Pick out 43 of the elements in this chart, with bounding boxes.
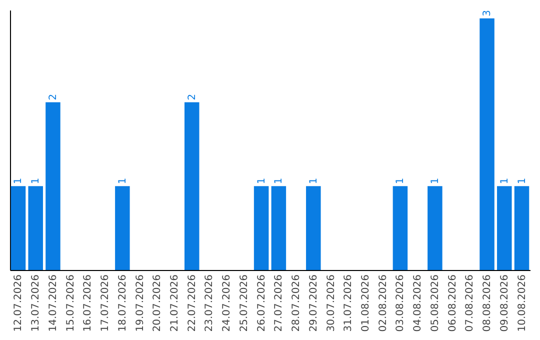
data-label: 1 — [516, 178, 528, 184]
x-tick-label: 13.07.2026 — [30, 274, 42, 332]
x-tick-label: 26.07.2026 — [256, 274, 268, 332]
x-tick-label: 06.08.2026 — [447, 274, 458, 332]
data-label: 1 — [274, 178, 285, 184]
x-tick-label: 17.07.2026 — [100, 274, 112, 332]
x-tick-label: 18.07.2026 — [117, 274, 128, 332]
data-label: 1 — [256, 178, 268, 184]
x-tick-label: 09.08.2026 — [499, 274, 510, 332]
x-tick-label: 14.07.2026 — [48, 274, 59, 332]
x-tick-label: 05.08.2026 — [430, 274, 441, 332]
x-tick-label: 27.07.2026 — [274, 274, 285, 332]
x-tick-label: 20.07.2026 — [152, 274, 164, 332]
data-label: 1 — [430, 178, 441, 184]
x-tick-label: 03.08.2026 — [395, 274, 406, 332]
data-label: 1 — [308, 178, 320, 184]
data-label: 2 — [48, 94, 59, 100]
x-tick-label: 22.07.2026 — [186, 274, 198, 332]
x-tick-label: 10.08.2026 — [516, 274, 528, 332]
x-tick-label: 08.08.2026 — [482, 274, 494, 332]
x-tick-label: 25.07.2026 — [238, 274, 250, 332]
data-label: 1 — [13, 178, 24, 184]
x-tick-label: 29.07.2026 — [308, 274, 320, 332]
data-label: 1 — [499, 178, 510, 184]
x-tick-label: 31.07.2026 — [343, 274, 354, 332]
data-label: 1 — [395, 178, 406, 184]
x-tick-label: 07.08.2026 — [464, 274, 476, 332]
x-tick-label: 04.08.2026 — [412, 274, 424, 332]
data-label: 3 — [482, 10, 494, 16]
x-tick-label: 19.07.2026 — [134, 274, 146, 332]
x-tick-label: 30.07.2026 — [326, 274, 337, 332]
x-tick-label: 24.07.2026 — [222, 274, 233, 332]
data-label: 2 — [186, 94, 198, 100]
x-tick-label: 21.07.2026 — [170, 274, 181, 332]
x-tick-label: 12.07.2026 — [13, 274, 24, 332]
x-tick-label: 16.07.2026 — [82, 274, 94, 332]
x-tick-label: 01.08.2026 — [360, 274, 372, 332]
x-tick-label: 23.07.2026 — [204, 274, 216, 332]
data-label: 1 — [117, 178, 128, 184]
x-tick-label: 15.07.2026 — [65, 274, 76, 332]
x-tick-label: 28.07.2026 — [291, 274, 302, 332]
data-label: 1 — [30, 178, 42, 184]
x-tick-label: 02.08.2026 — [378, 274, 389, 332]
